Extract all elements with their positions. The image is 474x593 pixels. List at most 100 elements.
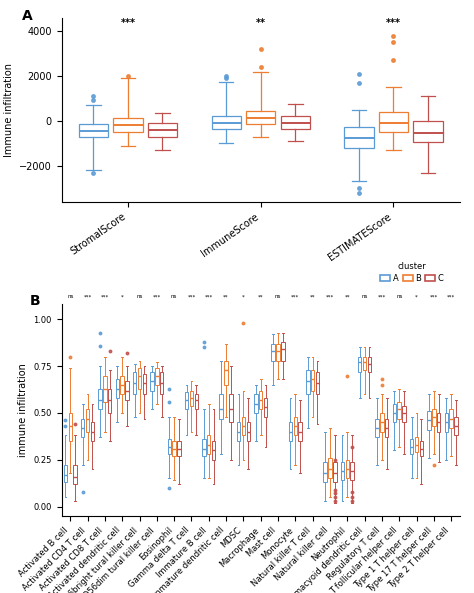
PathPatch shape <box>379 112 408 132</box>
PathPatch shape <box>259 391 263 409</box>
Text: ns: ns <box>171 294 177 299</box>
PathPatch shape <box>246 111 275 125</box>
PathPatch shape <box>155 368 159 385</box>
PathPatch shape <box>311 370 314 391</box>
PathPatch shape <box>293 417 297 435</box>
Text: ***: *** <box>430 294 438 299</box>
PathPatch shape <box>242 417 245 435</box>
PathPatch shape <box>116 380 119 398</box>
Text: ***: *** <box>153 294 161 299</box>
PathPatch shape <box>445 413 448 432</box>
PathPatch shape <box>402 406 406 422</box>
Text: *: * <box>121 294 124 299</box>
PathPatch shape <box>375 419 379 437</box>
PathPatch shape <box>380 413 383 432</box>
PathPatch shape <box>437 413 440 432</box>
PathPatch shape <box>281 116 310 129</box>
PathPatch shape <box>264 398 267 417</box>
Text: ***: *** <box>378 294 386 299</box>
PathPatch shape <box>276 344 280 361</box>
Y-axis label: Immune infiltration: Immune infiltration <box>4 63 14 157</box>
PathPatch shape <box>272 344 275 361</box>
PathPatch shape <box>316 372 319 394</box>
Text: ***: *** <box>205 294 213 299</box>
Text: ***: *** <box>326 294 334 299</box>
PathPatch shape <box>125 381 129 400</box>
PathPatch shape <box>69 413 72 441</box>
Text: ns: ns <box>275 294 281 299</box>
PathPatch shape <box>368 357 371 372</box>
Text: ns: ns <box>396 294 402 299</box>
Text: *: * <box>242 294 245 299</box>
PathPatch shape <box>246 422 250 441</box>
PathPatch shape <box>341 461 344 480</box>
PathPatch shape <box>224 361 228 385</box>
Text: **: ** <box>258 294 264 299</box>
PathPatch shape <box>350 461 354 480</box>
PathPatch shape <box>219 394 223 419</box>
PathPatch shape <box>202 439 206 456</box>
PathPatch shape <box>148 123 177 136</box>
Text: *: * <box>415 294 418 299</box>
PathPatch shape <box>415 437 418 452</box>
PathPatch shape <box>358 357 362 372</box>
Text: ***: *** <box>291 294 300 299</box>
Text: **: ** <box>345 294 350 299</box>
Legend: A, B, C: A, B, C <box>380 262 444 283</box>
Text: ns: ns <box>137 294 143 299</box>
PathPatch shape <box>427 411 431 430</box>
PathPatch shape <box>392 404 396 422</box>
Text: ***: *** <box>120 18 136 28</box>
PathPatch shape <box>432 409 436 426</box>
PathPatch shape <box>363 357 366 370</box>
Text: **: ** <box>223 294 229 299</box>
PathPatch shape <box>98 388 102 409</box>
PathPatch shape <box>108 388 111 413</box>
Y-axis label: immune infiltration: immune infiltration <box>18 364 28 457</box>
PathPatch shape <box>91 422 94 441</box>
PathPatch shape <box>185 393 188 409</box>
PathPatch shape <box>79 125 108 136</box>
PathPatch shape <box>81 419 84 437</box>
PathPatch shape <box>454 417 458 435</box>
PathPatch shape <box>299 422 302 441</box>
PathPatch shape <box>449 409 453 428</box>
Text: ns: ns <box>361 294 368 299</box>
PathPatch shape <box>64 466 67 482</box>
Text: ***: *** <box>187 294 196 299</box>
Text: ***: *** <box>101 294 109 299</box>
Text: B: B <box>30 294 40 308</box>
PathPatch shape <box>333 461 337 482</box>
PathPatch shape <box>133 372 137 394</box>
PathPatch shape <box>207 435 210 454</box>
Text: ***: *** <box>447 294 455 299</box>
Text: ns: ns <box>67 294 73 299</box>
PathPatch shape <box>398 402 401 419</box>
PathPatch shape <box>306 370 310 394</box>
PathPatch shape <box>212 441 215 460</box>
PathPatch shape <box>86 409 89 432</box>
PathPatch shape <box>385 419 389 437</box>
PathPatch shape <box>143 374 146 394</box>
Text: A: A <box>22 8 33 23</box>
PathPatch shape <box>120 375 124 394</box>
PathPatch shape <box>177 441 181 456</box>
Text: ***: *** <box>386 18 401 28</box>
PathPatch shape <box>410 439 413 454</box>
PathPatch shape <box>419 441 423 456</box>
PathPatch shape <box>173 441 176 456</box>
Text: **: ** <box>310 294 315 299</box>
PathPatch shape <box>168 439 171 454</box>
PathPatch shape <box>150 372 154 391</box>
PathPatch shape <box>328 458 332 479</box>
PathPatch shape <box>254 394 257 413</box>
PathPatch shape <box>323 461 327 482</box>
PathPatch shape <box>113 117 143 132</box>
PathPatch shape <box>138 368 141 388</box>
PathPatch shape <box>211 116 241 129</box>
PathPatch shape <box>73 466 77 484</box>
PathPatch shape <box>344 126 374 148</box>
PathPatch shape <box>190 391 193 406</box>
PathPatch shape <box>103 375 107 402</box>
Text: ***: *** <box>83 294 91 299</box>
